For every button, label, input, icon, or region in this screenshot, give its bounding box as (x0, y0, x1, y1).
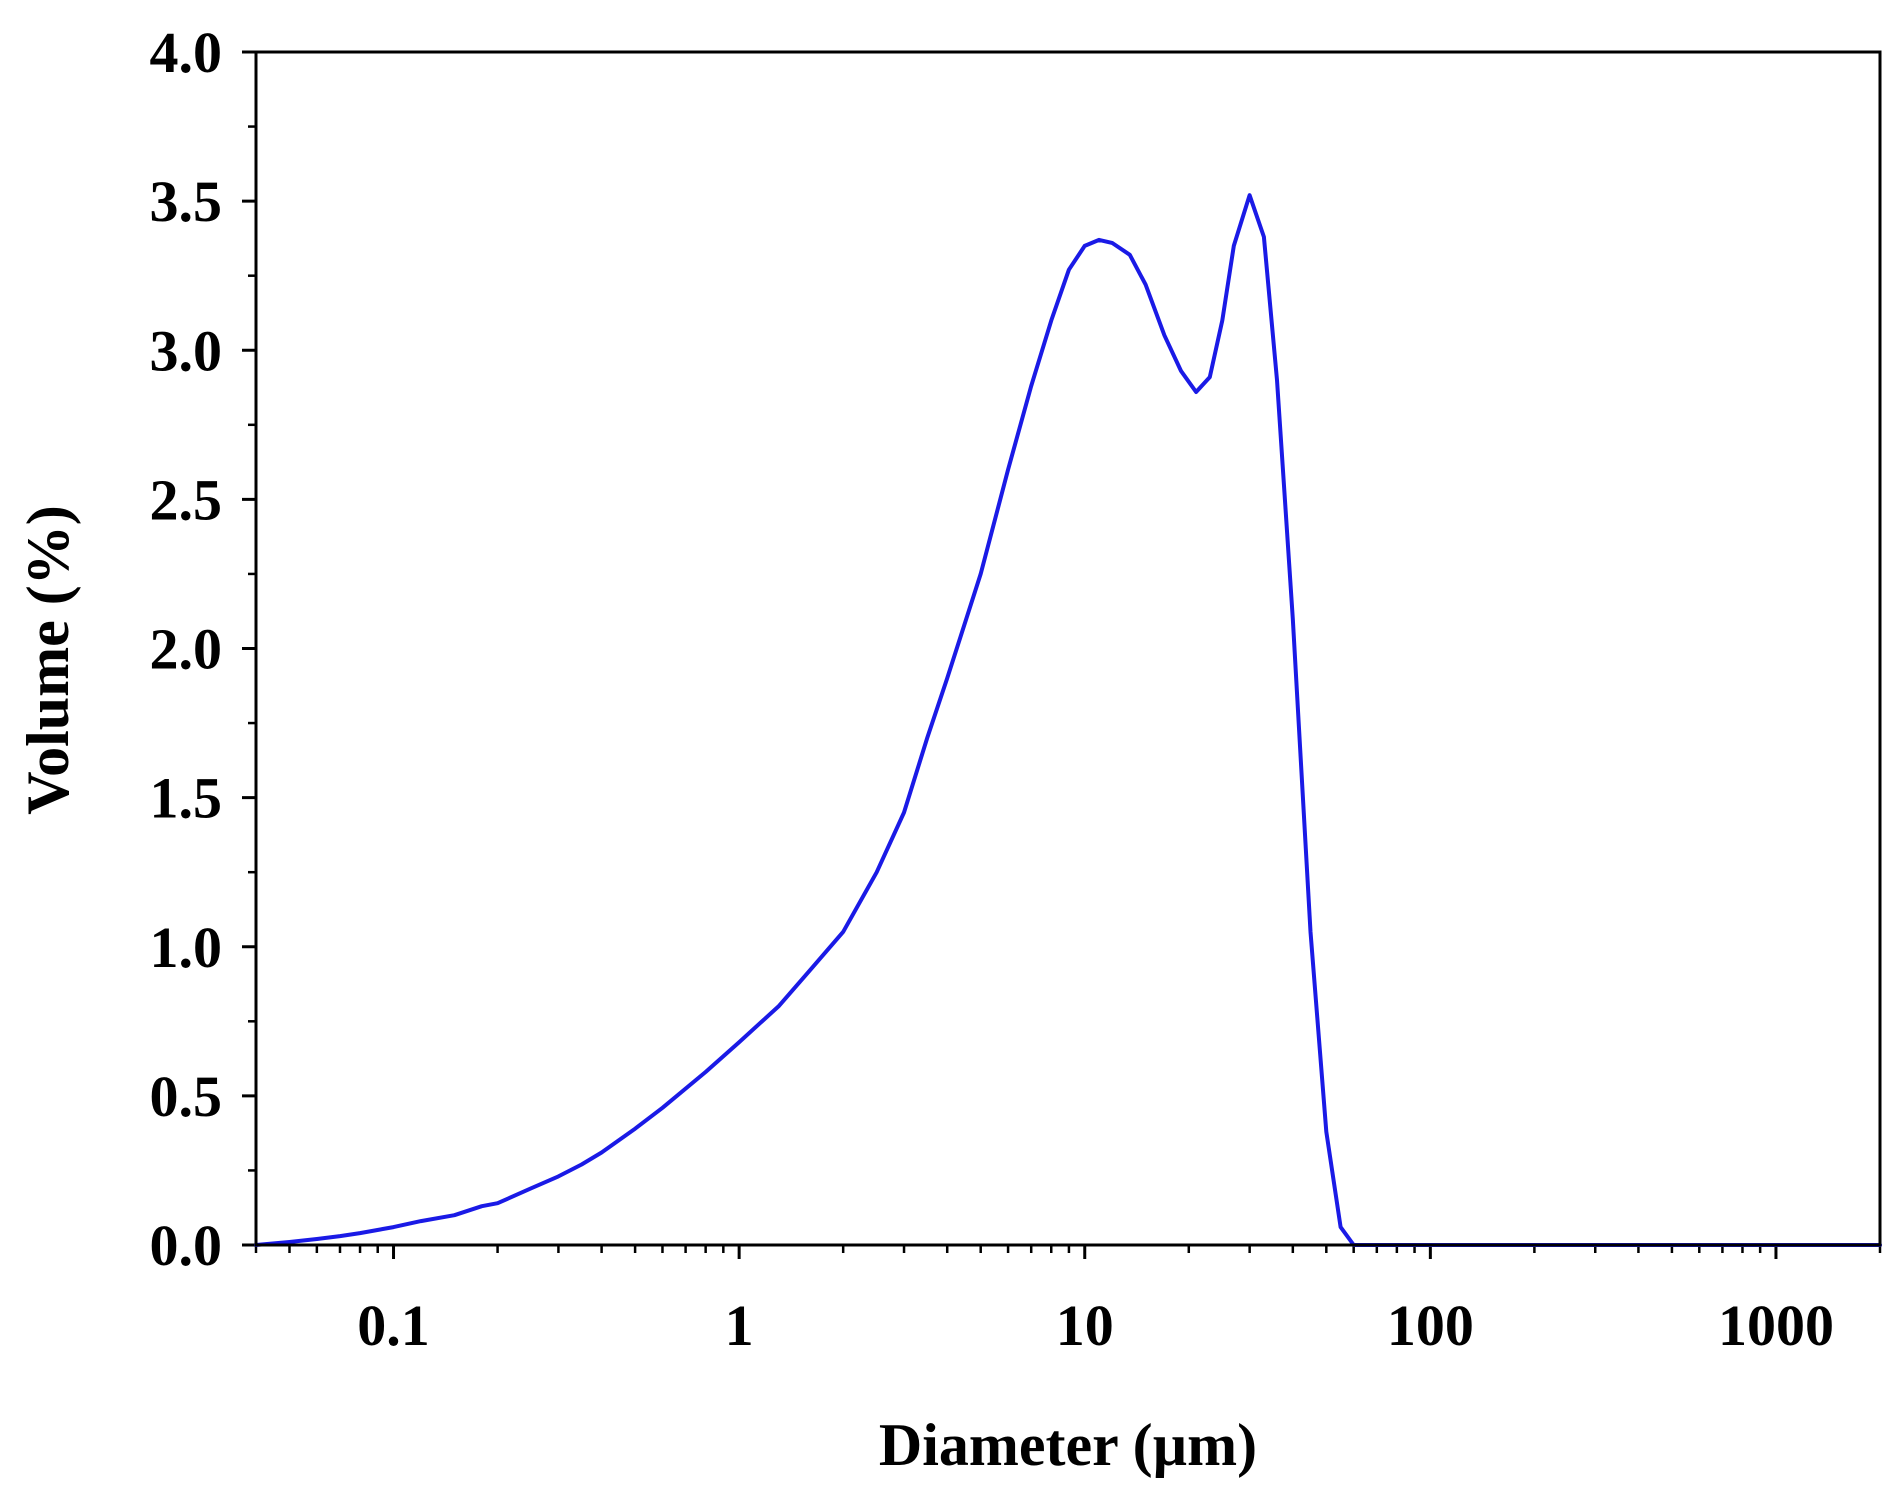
y-tick-label: 1.0 (150, 915, 223, 980)
y-tick-label: 3.0 (150, 318, 223, 383)
y-tick-label: 0.5 (150, 1064, 223, 1129)
y-tick-label: 0.0 (150, 1213, 223, 1278)
plot-frame (254, 50, 1882, 1247)
x-tick-label: 10 (1056, 1293, 1114, 1358)
y-axis-title: Volume (%) (15, 505, 81, 814)
y-tick-label: 1.5 (150, 766, 223, 831)
tick-labels: 0.0 0.5 1.0 1.5 2.0 2.5 3.0 3.5 4.0 0.1 1 10 100 1000 (150, 20, 1834, 1358)
y-tick-label: 2.5 (150, 467, 223, 532)
y-tick-label: 4.0 (150, 20, 223, 85)
x-tick-label: 100 (1387, 1293, 1474, 1358)
x-axis-title: Diameter (µm) (879, 1412, 1257, 1478)
x-tick-label: 0.1 (357, 1293, 430, 1358)
x-tick-label: 1 (725, 1293, 754, 1358)
y-tick-label: 2.0 (150, 617, 223, 682)
volume-series-line (254, 193, 1882, 1247)
x-tick-label: 1000 (1718, 1293, 1834, 1358)
y-tick-label: 3.5 (150, 169, 223, 234)
series-layer (254, 193, 1882, 1247)
